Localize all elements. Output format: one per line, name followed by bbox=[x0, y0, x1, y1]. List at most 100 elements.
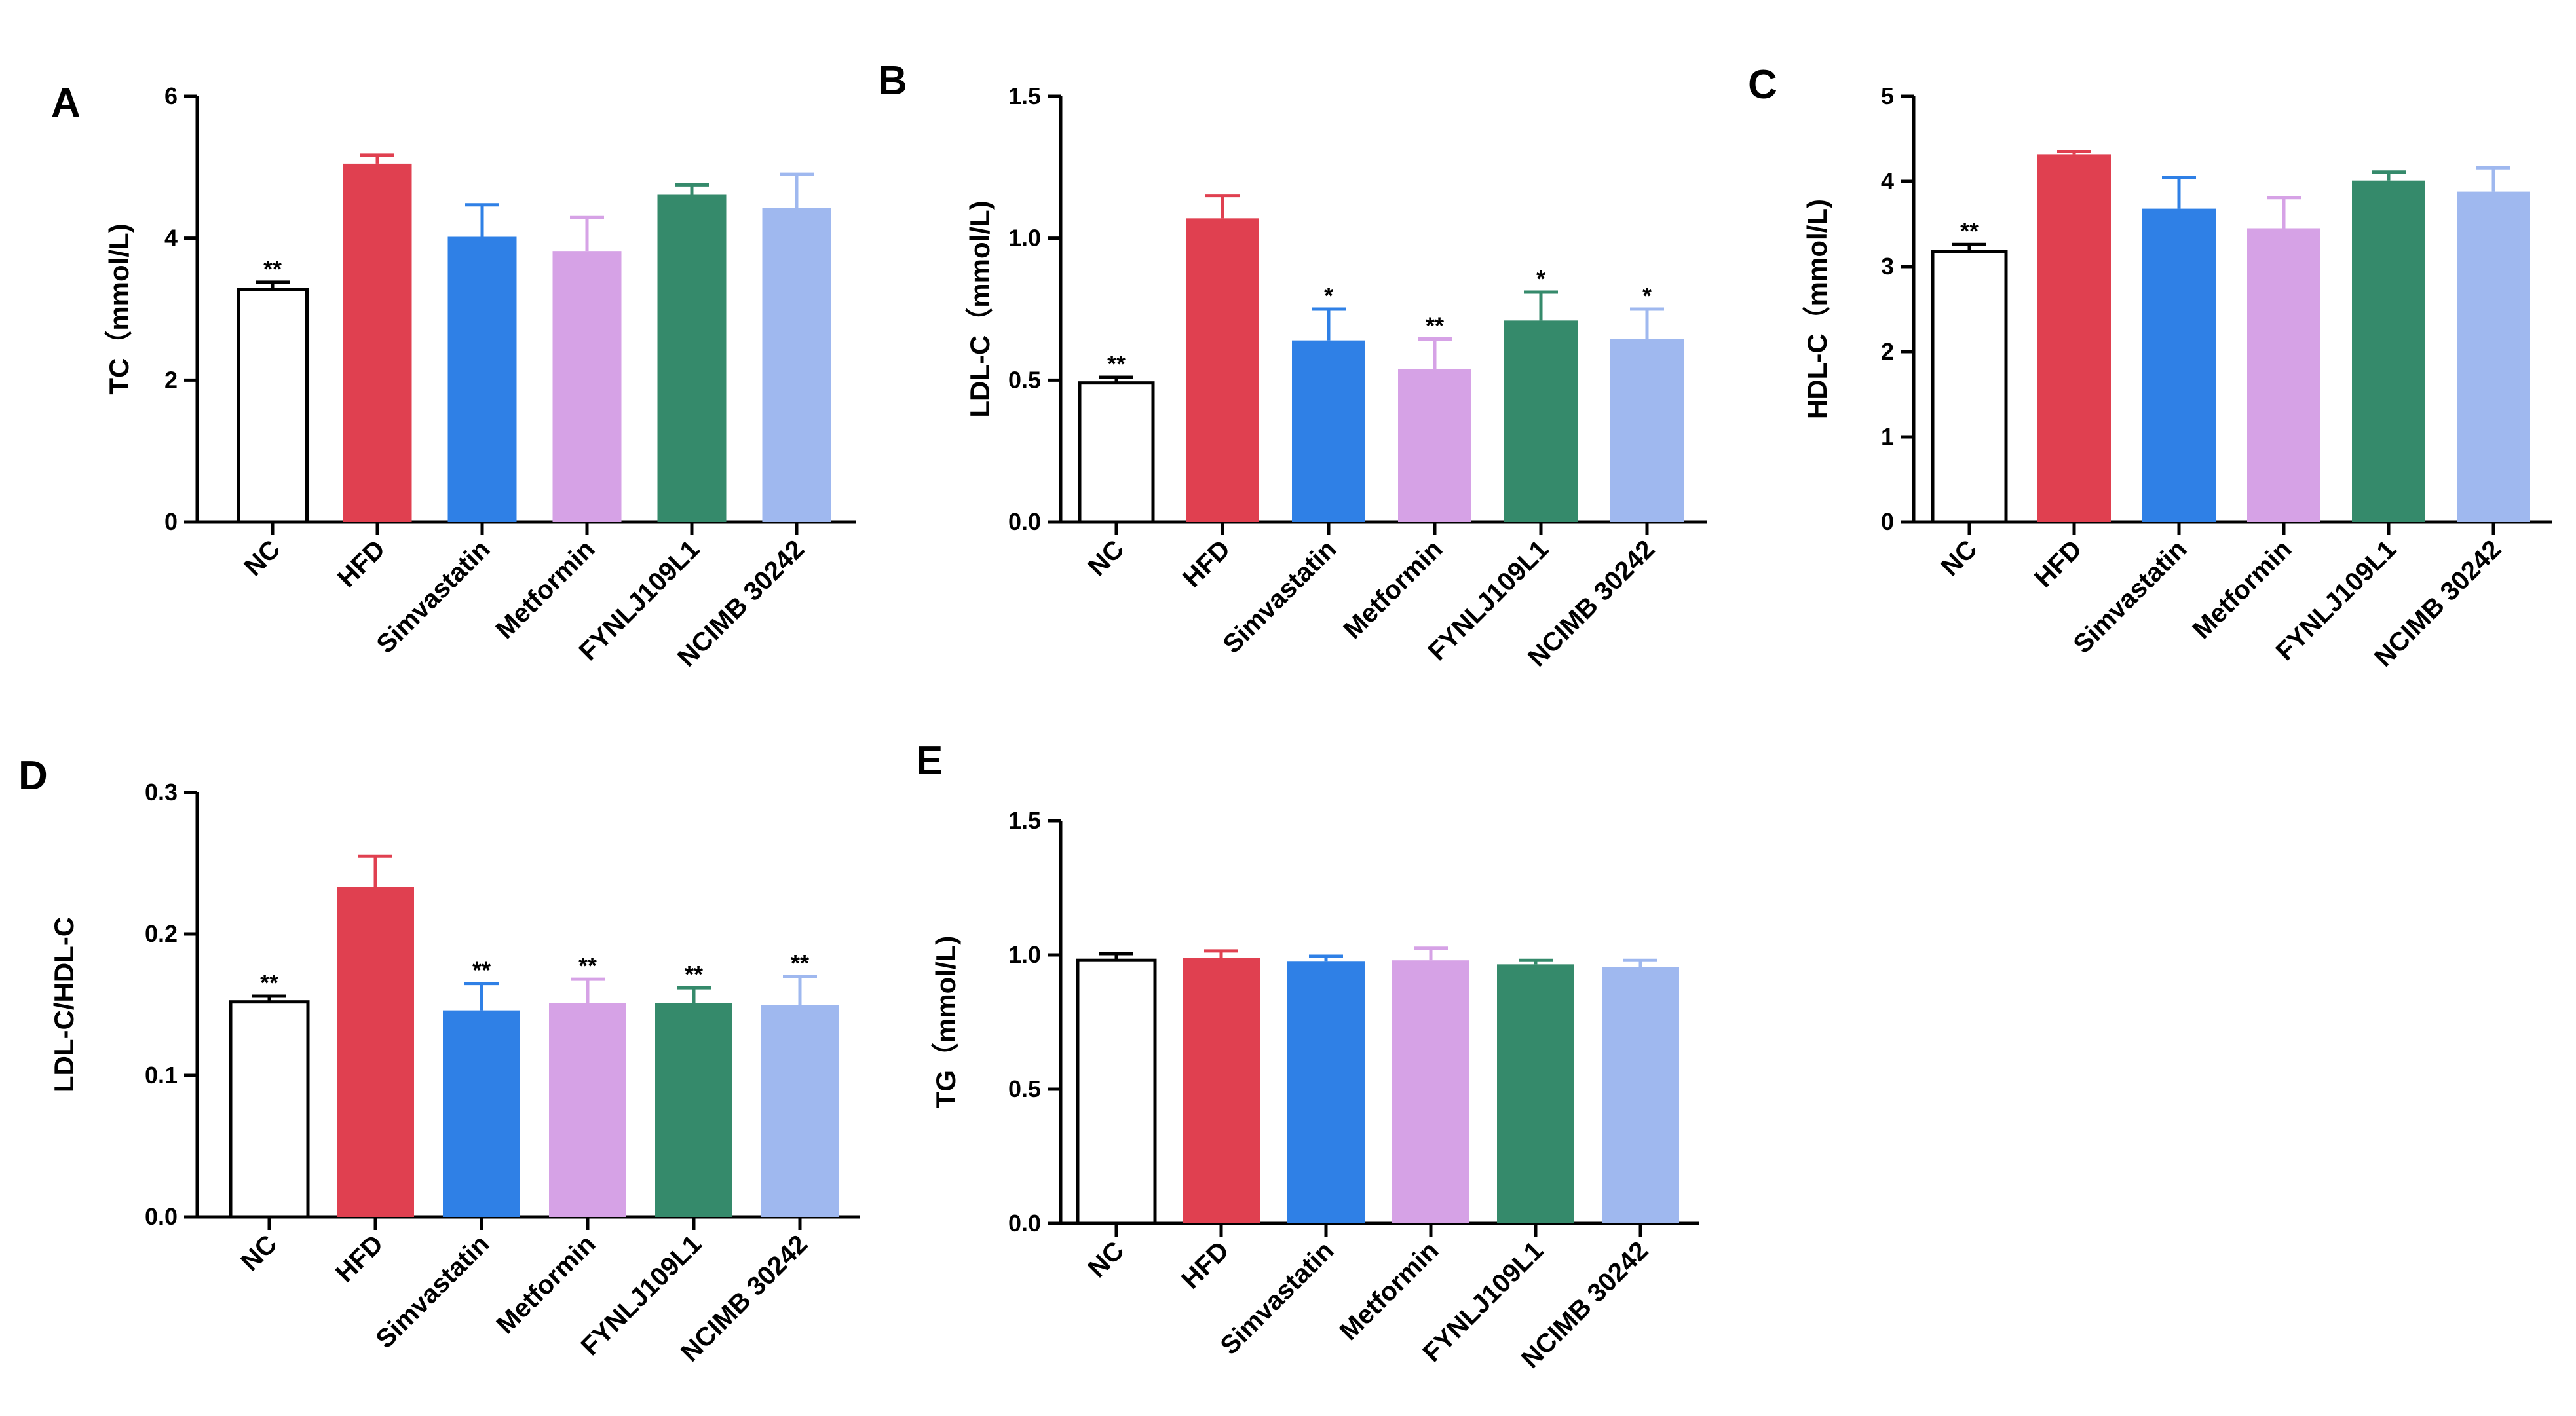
bar-ncimb-30242 bbox=[762, 208, 831, 522]
category-label-simvastatin: Simvastatin bbox=[1215, 1236, 1339, 1360]
significance-marker: ** bbox=[791, 950, 809, 977]
y-tick-label: 0.2 bbox=[145, 920, 178, 947]
y-axis-label: LDL-C（mmol/L) bbox=[964, 200, 995, 417]
significance-marker: * bbox=[1536, 265, 1545, 292]
y-tick-label: 0.0 bbox=[1008, 508, 1041, 535]
significance-marker: ** bbox=[263, 255, 282, 282]
bar-metformin bbox=[1392, 960, 1469, 1223]
category-label-metformin: Metformin bbox=[491, 534, 601, 644]
y-tick-label: 2 bbox=[164, 366, 178, 393]
y-tick-label: 6 bbox=[164, 83, 178, 109]
y-tick-label: 1 bbox=[1881, 423, 1894, 450]
y-tick-label: 0.0 bbox=[145, 1203, 178, 1230]
category-label-hfd: HFD bbox=[332, 534, 390, 593]
category-label-hfd: HFD bbox=[2029, 534, 2087, 593]
y-tick-label: 4 bbox=[1881, 168, 1894, 195]
bar-hfd bbox=[1183, 958, 1260, 1223]
significance-marker: ** bbox=[260, 969, 278, 996]
bar-hfd bbox=[2037, 154, 2111, 522]
panel-letter: B bbox=[878, 58, 907, 103]
significance-marker: ** bbox=[578, 952, 597, 979]
category-label-hfd: HFD bbox=[1177, 534, 1236, 593]
bar-nc bbox=[229, 1000, 310, 1219]
significance-marker: ** bbox=[1107, 350, 1126, 377]
y-axis-label: TC（mmol/L) bbox=[104, 223, 134, 394]
bar-fynlj109l1 bbox=[657, 194, 727, 522]
category-label-metformin: Metformin bbox=[1338, 534, 1449, 644]
y-axis-label: HDL-C（mmol/L) bbox=[1802, 199, 1832, 419]
category-label-hfd: HFD bbox=[330, 1229, 388, 1288]
bar-metformin bbox=[1398, 369, 1471, 522]
bar-simvastatin bbox=[2142, 208, 2216, 522]
panel-letter: A bbox=[51, 81, 81, 126]
panel-c: C HDL-C（mmol/L) 0 1 2 3 4 5 NC ** HFDSimvastatinMe… bbox=[1748, 62, 2552, 673]
bar-ncimb-30242 bbox=[1602, 967, 1679, 1223]
category-label-nc: NC bbox=[238, 534, 286, 582]
y-tick-label: 5 bbox=[1881, 83, 1894, 109]
panel-letter: C bbox=[1748, 62, 1777, 107]
bar-hfd bbox=[1186, 218, 1259, 522]
category-label-nc: NC bbox=[235, 1229, 282, 1276]
bar-hfd bbox=[337, 887, 414, 1217]
y-tick-label: 0 bbox=[164, 508, 178, 535]
bar-nc bbox=[1076, 958, 1157, 1225]
bar-fynlj109l1 bbox=[2352, 180, 2425, 522]
bar-fynlj109l1 bbox=[1497, 964, 1574, 1223]
y-axis-label: TG（mmol/L) bbox=[930, 936, 961, 1109]
panel-letter: E bbox=[916, 738, 943, 783]
category-label-nc: NC bbox=[1935, 534, 1982, 582]
y-tick-label: 1.5 bbox=[1008, 807, 1041, 834]
bar-nc bbox=[237, 288, 309, 524]
y-tick-label: 0.0 bbox=[1008, 1210, 1041, 1237]
category-label-nc: NC bbox=[1082, 534, 1129, 582]
y-tick-label: 0.3 bbox=[145, 779, 178, 806]
category-label-metformin: Metformin bbox=[491, 1229, 601, 1339]
bar-ncimb-30242 bbox=[761, 1005, 839, 1217]
y-tick-label: 0.5 bbox=[1008, 366, 1041, 393]
bar-fynlj109l1 bbox=[1504, 320, 1578, 522]
y-tick-label: 1.0 bbox=[1008, 941, 1041, 968]
significance-marker: * bbox=[1642, 282, 1652, 309]
y-tick-label: 1.0 bbox=[1008, 225, 1041, 252]
y-axis-label: LDL-C/HDL-C bbox=[48, 917, 79, 1092]
y-tick-label: 0.5 bbox=[1008, 1075, 1041, 1102]
y-tick-label: 2 bbox=[1881, 338, 1894, 365]
bar-simvastatin bbox=[1292, 340, 1365, 522]
significance-marker: ** bbox=[1426, 312, 1444, 339]
category-label-simvastatin: Simvastatin bbox=[370, 1229, 495, 1354]
bar-nc bbox=[1931, 250, 2008, 524]
bar-metformin bbox=[552, 251, 622, 522]
bar-fynlj109l1 bbox=[655, 1003, 732, 1217]
bar-simvastatin bbox=[447, 236, 517, 522]
category-label-metformin: Metformin bbox=[1335, 1236, 1445, 1346]
significance-marker: ** bbox=[1960, 217, 1979, 244]
panel-e: E TG（mmol/L) 0.0 0.5 1.0 1.5 NC HFDSimvastatinM… bbox=[916, 738, 1699, 1374]
category-label-nc: NC bbox=[1082, 1236, 1129, 1283]
y-tick-label: 0.1 bbox=[145, 1062, 178, 1089]
panel-letter: D bbox=[18, 753, 48, 798]
panel-b: BLDL-C（mmol/L)0.00.51.01.5NC**HFDSimvast… bbox=[878, 58, 1707, 673]
category-label-metformin: Metformin bbox=[2188, 534, 2298, 644]
category-label-simvastatin: Simvastatin bbox=[371, 534, 495, 659]
category-label-simvastatin: Simvastatin bbox=[1217, 534, 1342, 659]
bar-hfd bbox=[343, 163, 412, 522]
significance-marker: ** bbox=[472, 957, 491, 984]
y-tick-label: 4 bbox=[164, 225, 178, 252]
significance-marker: ** bbox=[685, 961, 703, 988]
y-tick-label: 3 bbox=[1881, 253, 1894, 280]
category-label-hfd: HFD bbox=[1176, 1236, 1234, 1294]
bar-metformin bbox=[2247, 228, 2320, 522]
panel-d: D LDL-C/HDL-C 0.0 0.1 0.2 0.3 NC ** HFDSimvastat… bbox=[18, 753, 860, 1368]
bar-simvastatin bbox=[443, 1010, 520, 1217]
bar-metformin bbox=[549, 1003, 626, 1217]
bar-ncimb-30242 bbox=[1610, 339, 1684, 522]
panel-a: A TC（mmol/L) 0 2 4 6 NC ** HFDSimvastatinMetform… bbox=[51, 81, 856, 673]
bar-ncimb-30242 bbox=[2457, 191, 2530, 522]
y-tick-label: 0 bbox=[1881, 508, 1894, 535]
bar-simvastatin bbox=[1287, 961, 1365, 1223]
y-tick-label: 1.5 bbox=[1008, 83, 1041, 109]
significance-marker: * bbox=[1324, 282, 1333, 309]
bar-nc bbox=[1078, 381, 1155, 524]
category-label-simvastatin: Simvastatin bbox=[2068, 534, 2192, 659]
